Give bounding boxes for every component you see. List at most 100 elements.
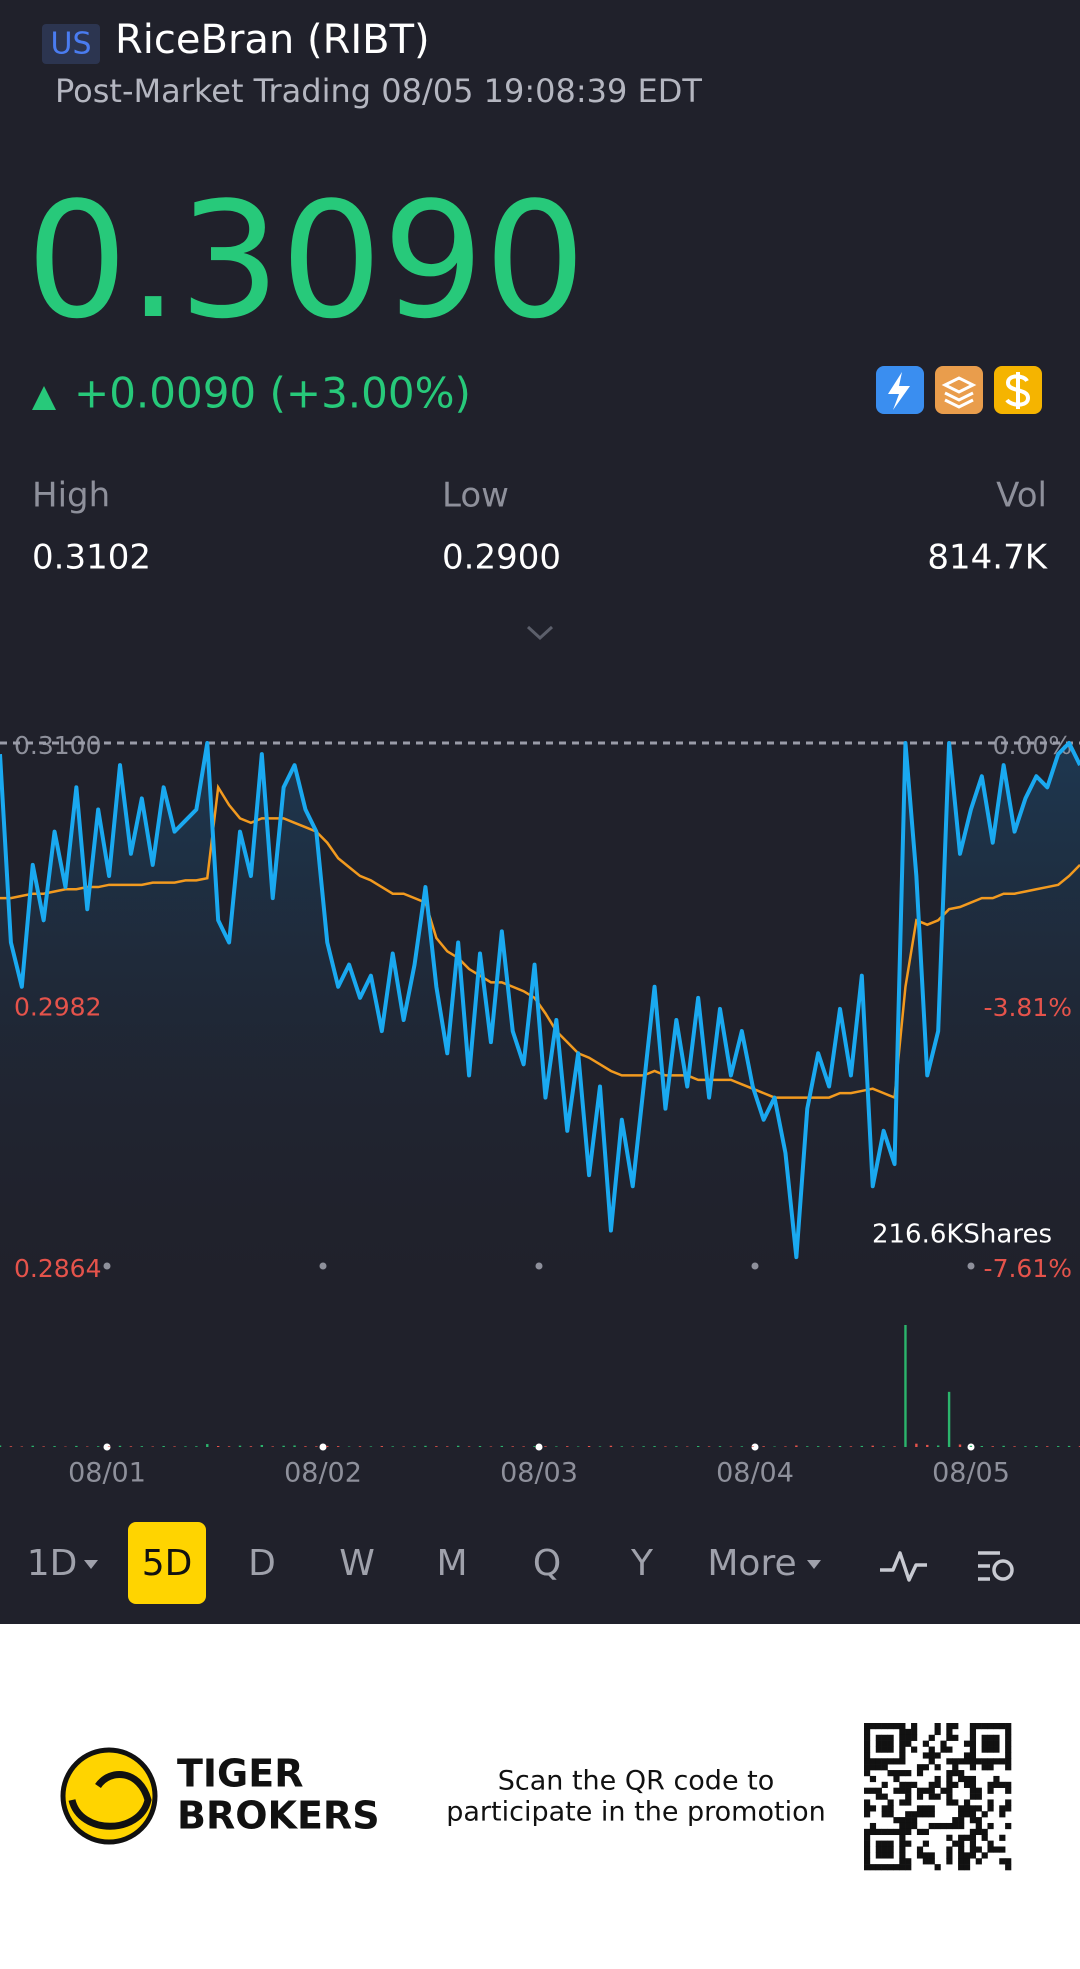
- volume-bar: [1056, 1446, 1060, 1447]
- volume-bar: [140, 1446, 144, 1447]
- qr-cell: [1005, 1805, 1012, 1812]
- volume-bar: [195, 1446, 198, 1447]
- volume-bar: [446, 1446, 449, 1447]
- tab-selected-bg: [128, 1522, 206, 1604]
- qr-cell: [952, 1764, 959, 1771]
- qr-cell: [887, 1805, 894, 1812]
- period-tab[interactable]: Q: [533, 1543, 561, 1584]
- qr-cell: [887, 1758, 894, 1765]
- qr-cell: [875, 1746, 882, 1753]
- volume-bar: [1013, 1446, 1016, 1447]
- y2-tick-label: -7.61%: [984, 1254, 1072, 1283]
- qr-cell: [952, 1758, 959, 1765]
- qr-cell: [934, 1775, 941, 1783]
- qr-cell: [946, 1723, 953, 1730]
- qr-cell: [958, 1817, 965, 1824]
- qr-cell: [963, 1781, 971, 1788]
- qr-cell: [881, 1864, 888, 1871]
- dollar-glyph: [1005, 372, 1031, 409]
- qr-cell: [934, 1728, 941, 1736]
- qr-cell: [864, 1734, 871, 1741]
- qr-cell: [899, 1864, 906, 1871]
- volume-bar: [926, 1444, 929, 1447]
- period-tab[interactable]: W: [339, 1543, 375, 1584]
- volume-bar: [315, 1446, 318, 1447]
- qr-cell: [1005, 1858, 1012, 1865]
- qr-cell: [975, 1805, 982, 1812]
- volume-bar: [249, 1446, 253, 1447]
- x-tick-label: 08/05: [932, 1458, 1010, 1489]
- volume-bar: [795, 1445, 798, 1447]
- qr-cell: [899, 1787, 906, 1794]
- qr-cell: [875, 1864, 882, 1871]
- qr-cell: [975, 1758, 982, 1765]
- volume-bar: [260, 1444, 264, 1447]
- qr-cell: [952, 1822, 959, 1830]
- qr-cell: [864, 1770, 871, 1777]
- qr-cell: [963, 1864, 971, 1871]
- qr-cell: [928, 1793, 935, 1800]
- period-tab[interactable]: More: [707, 1543, 796, 1584]
- qr-cell: [911, 1728, 918, 1736]
- qr-cell: [922, 1740, 929, 1747]
- qr-cell: [987, 1740, 994, 1747]
- qr-cell: [916, 1787, 924, 1794]
- y-tick-label: 0.3100: [14, 731, 101, 760]
- qr-cell: [928, 1811, 935, 1818]
- qr-cell: [993, 1758, 1000, 1765]
- qr-cell: [958, 1858, 965, 1865]
- period-tab[interactable]: 1D: [27, 1543, 78, 1584]
- qr-cell: [958, 1811, 965, 1818]
- period-tab[interactable]: D: [248, 1543, 276, 1584]
- volume-bar: [413, 1446, 416, 1447]
- period-tab[interactable]: 5D: [142, 1543, 193, 1584]
- settings-icon[interactable]: [978, 1551, 1014, 1581]
- qr-cell: [934, 1781, 941, 1788]
- volume-bar: [238, 1445, 242, 1447]
- volume-bar: [9, 1446, 13, 1447]
- qr-cell: [981, 1828, 988, 1836]
- qr-cell: [963, 1805, 971, 1812]
- qr-cell: [881, 1734, 888, 1741]
- qr-cell: [869, 1805, 877, 1812]
- volume-bar: [947, 1391, 951, 1447]
- qr-cell: [928, 1746, 935, 1753]
- volume-bar: [587, 1445, 591, 1447]
- qr-cell: [1005, 1758, 1012, 1765]
- qr-cell: [958, 1846, 965, 1853]
- qr-cell: [905, 1770, 912, 1777]
- qr-cell: [916, 1793, 924, 1800]
- qr-cell: [993, 1723, 1000, 1730]
- indicator-icon[interactable]: [880, 1551, 927, 1582]
- qr-cell: [864, 1852, 871, 1859]
- qr-cell: [905, 1817, 912, 1824]
- qr-cell: [911, 1781, 918, 1788]
- qr-cell: [1005, 1799, 1012, 1806]
- qr-cell: [969, 1781, 977, 1788]
- volume-bar: [20, 1446, 24, 1447]
- qr-cell: [963, 1740, 971, 1747]
- day-dot: [751, 1443, 759, 1451]
- day-dot: [103, 1443, 111, 1451]
- volume-bar: [75, 1445, 78, 1447]
- period-tab[interactable]: M: [436, 1543, 467, 1584]
- volume-bar: [838, 1445, 842, 1447]
- qr-cell: [869, 1822, 877, 1830]
- period-tab[interactable]: Y: [630, 1543, 654, 1584]
- qr-cell: [946, 1858, 953, 1865]
- volume-bar: [958, 1444, 962, 1447]
- qr-code[interactable]: [862, 1721, 1013, 1872]
- stat-value: 0.2900: [442, 538, 561, 578]
- qr-cell: [934, 1822, 941, 1830]
- qr-cell: [987, 1799, 994, 1806]
- qr-cell: [946, 1781, 953, 1788]
- qr-cell: [946, 1793, 953, 1800]
- qr-cell: [864, 1858, 871, 1865]
- qr-cell: [946, 1846, 953, 1853]
- qr-cell: [875, 1846, 882, 1853]
- volume-bar: [893, 1446, 896, 1447]
- qr-cell: [987, 1746, 994, 1753]
- qr-cell: [922, 1752, 929, 1759]
- qr-cell: [952, 1770, 959, 1777]
- expand-chevron[interactable]: [526, 625, 554, 641]
